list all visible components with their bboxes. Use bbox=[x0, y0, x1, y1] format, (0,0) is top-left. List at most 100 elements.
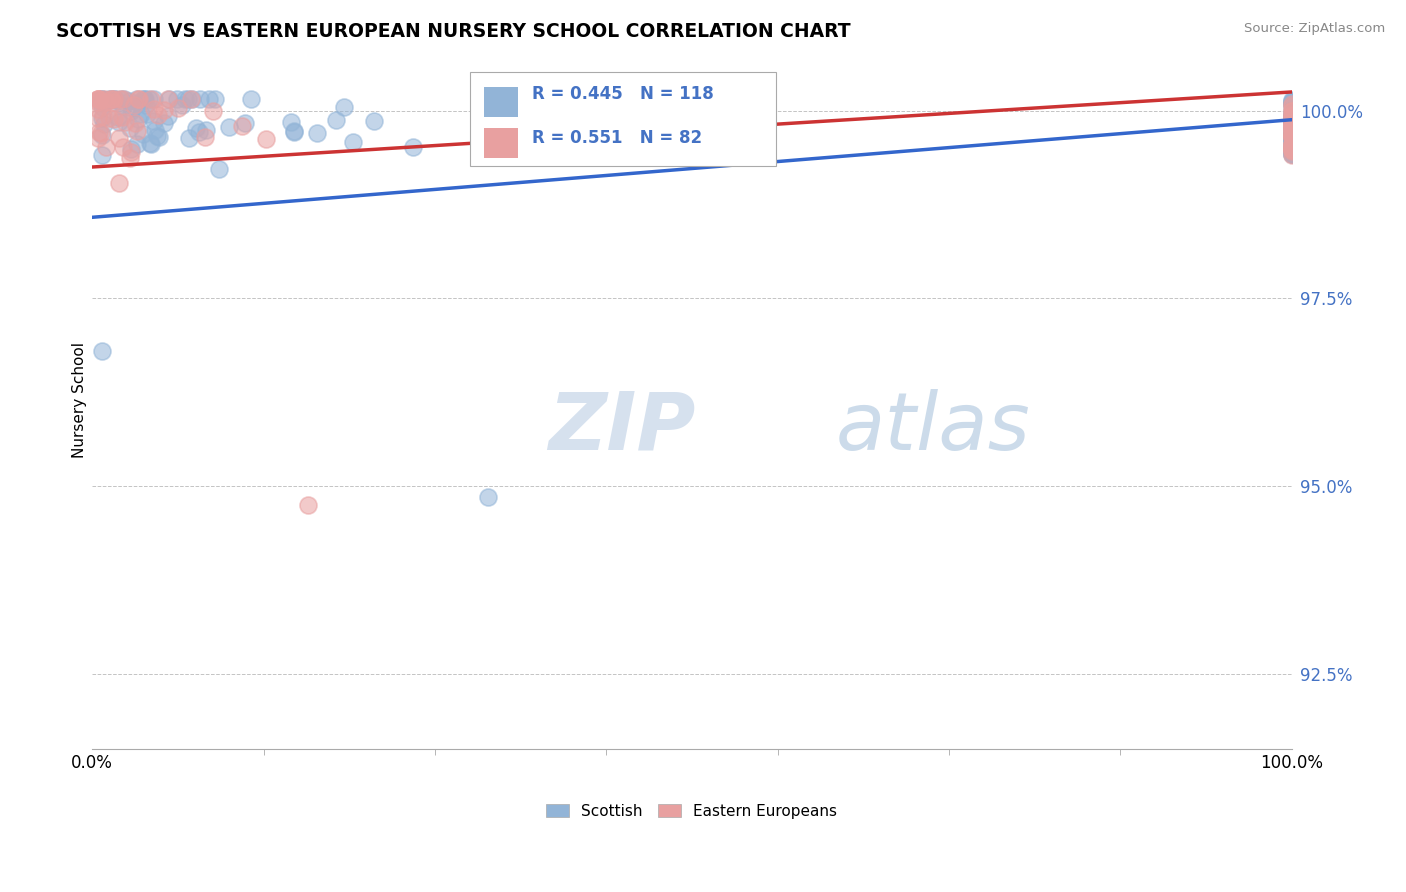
Point bbox=[146, 108, 169, 122]
Point bbox=[363, 113, 385, 128]
Point bbox=[1281, 112, 1303, 127]
FancyBboxPatch shape bbox=[470, 71, 776, 166]
Point bbox=[167, 102, 190, 116]
Point bbox=[127, 136, 149, 151]
Point bbox=[1281, 106, 1303, 120]
Point bbox=[1281, 108, 1303, 122]
Point bbox=[1281, 136, 1303, 151]
Point bbox=[90, 126, 112, 140]
Point bbox=[127, 123, 149, 137]
Point bbox=[204, 93, 226, 107]
Point bbox=[103, 93, 125, 107]
Point bbox=[108, 177, 131, 191]
Point bbox=[1281, 128, 1303, 143]
FancyBboxPatch shape bbox=[485, 87, 517, 117]
Point bbox=[103, 95, 125, 110]
Point bbox=[1281, 96, 1303, 111]
Point bbox=[87, 131, 110, 145]
Point bbox=[180, 93, 202, 107]
Point bbox=[181, 93, 204, 107]
Point bbox=[90, 147, 112, 161]
Point bbox=[1281, 121, 1303, 136]
Text: ZIP: ZIP bbox=[548, 389, 696, 467]
Point bbox=[1281, 124, 1303, 138]
Point bbox=[1281, 140, 1303, 154]
Point bbox=[112, 99, 135, 113]
Point bbox=[1281, 120, 1303, 135]
Point bbox=[1281, 126, 1303, 140]
Point bbox=[1281, 109, 1303, 123]
Point bbox=[93, 117, 115, 131]
Point bbox=[143, 123, 166, 137]
Point bbox=[1281, 113, 1303, 128]
Point bbox=[100, 93, 122, 107]
Point bbox=[187, 125, 209, 139]
Point bbox=[1281, 111, 1303, 125]
Point bbox=[111, 110, 134, 124]
Point bbox=[305, 126, 328, 140]
Point bbox=[112, 140, 135, 154]
Point bbox=[94, 95, 117, 110]
Point bbox=[1281, 128, 1303, 143]
Point bbox=[1281, 144, 1303, 158]
Point bbox=[139, 136, 162, 151]
Point bbox=[1281, 95, 1303, 110]
Point bbox=[1281, 96, 1303, 111]
Text: R = 0.445   N = 118: R = 0.445 N = 118 bbox=[533, 86, 714, 103]
Point bbox=[93, 93, 115, 107]
Point bbox=[90, 93, 112, 107]
Point bbox=[1281, 119, 1303, 133]
Point bbox=[1281, 147, 1303, 161]
Point bbox=[152, 116, 174, 130]
Point bbox=[1281, 142, 1303, 156]
Point bbox=[118, 151, 141, 165]
Point bbox=[1281, 125, 1303, 139]
Point bbox=[1281, 127, 1303, 141]
Point bbox=[1281, 129, 1303, 144]
Point bbox=[120, 142, 142, 156]
FancyBboxPatch shape bbox=[485, 128, 517, 158]
Point bbox=[1281, 124, 1303, 138]
Point bbox=[194, 122, 217, 136]
Point bbox=[104, 93, 127, 107]
Point bbox=[1281, 129, 1303, 144]
Point bbox=[1281, 112, 1303, 127]
Point bbox=[201, 103, 224, 118]
Point bbox=[1281, 136, 1303, 150]
Point bbox=[132, 128, 155, 142]
Point bbox=[127, 93, 149, 107]
Point bbox=[1281, 137, 1303, 152]
Point bbox=[174, 93, 197, 107]
Point bbox=[1281, 107, 1303, 121]
Point bbox=[166, 93, 188, 107]
Point bbox=[90, 96, 112, 111]
Point bbox=[1281, 115, 1303, 129]
Point bbox=[132, 93, 155, 107]
Text: atlas: atlas bbox=[835, 389, 1031, 467]
Point bbox=[1281, 117, 1303, 131]
Point bbox=[120, 145, 142, 159]
Point bbox=[138, 93, 160, 107]
Point bbox=[1281, 133, 1303, 147]
Point bbox=[112, 93, 135, 107]
Legend: Scottish, Eastern Europeans: Scottish, Eastern Europeans bbox=[540, 797, 844, 825]
Point bbox=[1281, 109, 1303, 123]
Point bbox=[231, 120, 253, 134]
Point bbox=[254, 132, 277, 146]
Point bbox=[87, 95, 110, 109]
Point bbox=[239, 93, 262, 107]
Point bbox=[128, 96, 150, 111]
Point bbox=[1281, 123, 1303, 137]
Point bbox=[342, 135, 364, 149]
Point bbox=[120, 121, 142, 136]
Point bbox=[1281, 129, 1303, 144]
Point bbox=[1281, 128, 1303, 142]
Point bbox=[1281, 115, 1303, 129]
Point bbox=[89, 93, 111, 107]
Point bbox=[122, 98, 145, 112]
Point bbox=[1281, 111, 1303, 125]
Point bbox=[127, 112, 149, 126]
Point bbox=[1281, 147, 1303, 161]
Point bbox=[110, 93, 132, 107]
Point bbox=[157, 93, 180, 107]
